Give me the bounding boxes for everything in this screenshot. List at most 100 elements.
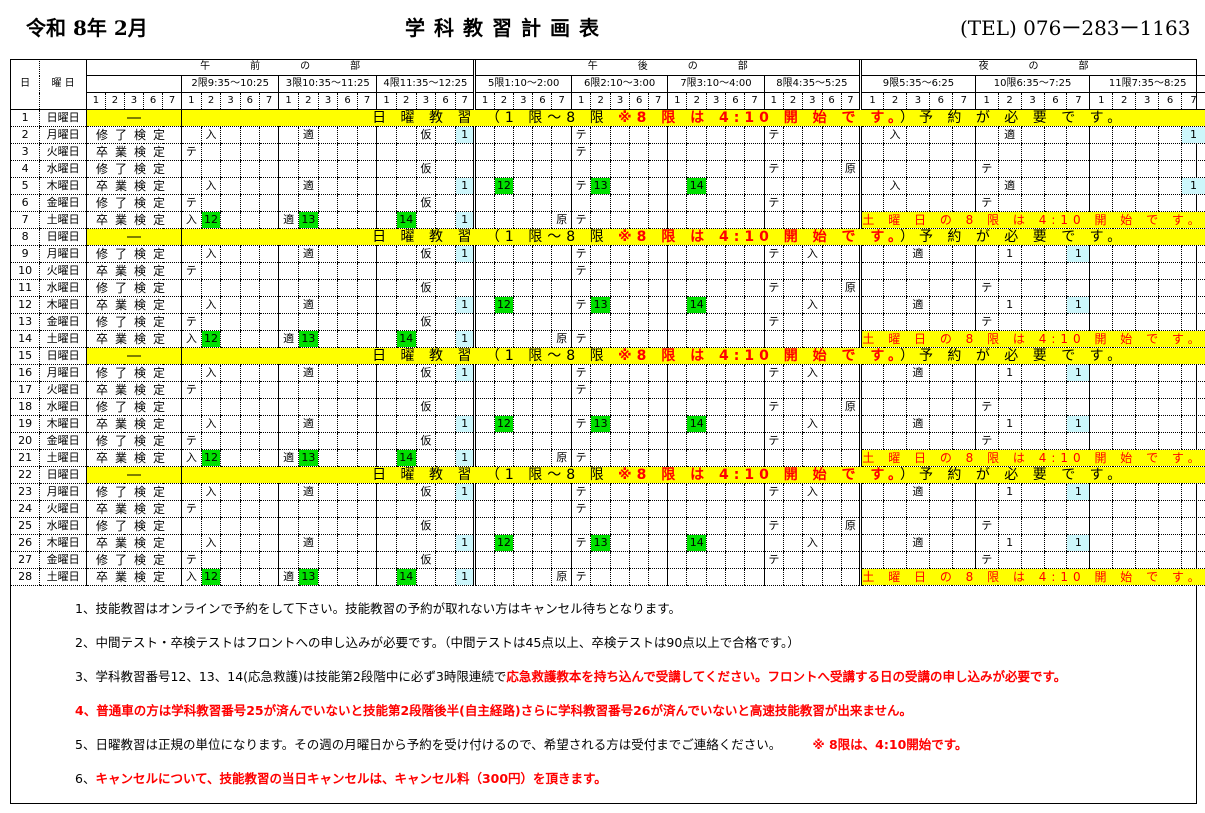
class-slot[interactable]: テ [974,551,999,569]
empty-slot[interactable] [297,262,319,280]
empty-slot[interactable] [513,330,533,348]
class-slot[interactable]: 13 [297,211,319,229]
empty-slot[interactable] [239,398,260,416]
empty-slot[interactable] [1158,415,1182,433]
empty-slot[interactable] [220,160,241,178]
empty-slot[interactable] [1181,194,1205,212]
empty-slot[interactable] [1158,143,1182,161]
empty-slot[interactable] [1181,415,1205,433]
empty-slot[interactable] [686,551,707,569]
empty-slot[interactable] [1020,364,1044,382]
empty-slot[interactable] [744,551,765,569]
class-slot[interactable]: 13 [297,568,319,586]
class-slot[interactable]: テ [763,313,784,331]
empty-slot[interactable] [802,517,823,535]
empty-slot[interactable] [951,364,976,382]
empty-slot[interactable] [356,415,377,433]
empty-slot[interactable] [667,194,687,212]
class-slot[interactable]: 適 [905,245,930,263]
class-slot[interactable]: 入 [802,415,823,433]
class-slot[interactable]: 12 [493,177,514,195]
empty-slot[interactable] [513,296,533,314]
empty-slot[interactable] [1020,126,1044,144]
empty-slot[interactable] [337,313,358,331]
empty-slot[interactable] [473,483,495,501]
empty-slot[interactable] [821,364,842,382]
class-slot[interactable]: 仮 [415,398,436,416]
empty-slot[interactable] [763,415,784,433]
class-slot[interactable]: 適 [997,177,1022,195]
empty-slot[interactable] [395,500,417,518]
empty-slot[interactable] [648,262,668,280]
empty-slot[interactable] [1135,534,1159,552]
class-slot[interactable]: 適 [278,449,299,467]
empty-slot[interactable] [220,279,241,297]
empty-slot[interactable] [706,194,726,212]
class-slot[interactable]: 適 [297,245,319,263]
empty-slot[interactable] [395,398,417,416]
empty-slot[interactable] [744,517,765,535]
class-slot[interactable]: テ [763,364,784,382]
empty-slot[interactable] [551,279,572,297]
empty-slot[interactable] [840,449,861,467]
empty-slot[interactable] [1112,517,1136,535]
empty-slot[interactable] [473,500,495,518]
class-slot[interactable]: 1 [454,245,475,263]
empty-slot[interactable] [883,432,907,450]
empty-slot[interactable] [317,364,338,382]
empty-slot[interactable] [1020,296,1044,314]
empty-slot[interactable] [744,245,765,263]
empty-slot[interactable] [220,568,241,586]
empty-slot[interactable] [1089,381,1113,399]
empty-slot[interactable] [1181,398,1205,416]
empty-slot[interactable] [297,381,319,399]
class-slot[interactable]: テ [181,381,202,399]
empty-slot[interactable] [551,177,572,195]
empty-slot[interactable] [1181,160,1205,178]
empty-slot[interactable] [648,160,668,178]
empty-slot[interactable] [590,517,611,535]
class-slot[interactable]: 13 [590,177,611,195]
empty-slot[interactable] [783,432,803,450]
empty-slot[interactable] [667,211,687,229]
empty-slot[interactable] [220,517,241,535]
empty-slot[interactable] [648,398,668,416]
empty-slot[interactable] [239,126,260,144]
empty-slot[interactable] [648,211,668,229]
empty-slot[interactable] [532,398,552,416]
empty-slot[interactable] [570,432,591,450]
empty-slot[interactable] [744,313,765,331]
empty-slot[interactable] [667,296,687,314]
empty-slot[interactable] [493,143,514,161]
empty-slot[interactable] [435,500,456,518]
class-slot[interactable]: 適 [278,330,299,348]
empty-slot[interactable] [454,517,475,535]
empty-slot[interactable] [763,211,784,229]
empty-slot[interactable] [1020,381,1044,399]
empty-slot[interactable] [951,534,976,552]
empty-slot[interactable] [356,143,377,161]
empty-slot[interactable] [376,551,397,569]
empty-slot[interactable] [821,160,842,178]
empty-slot[interactable] [181,296,202,314]
empty-slot[interactable] [1135,279,1159,297]
class-slot[interactable]: 入 [200,483,221,501]
empty-slot[interactable] [667,245,687,263]
empty-slot[interactable] [376,534,397,552]
empty-slot[interactable] [763,330,784,348]
empty-slot[interactable] [435,534,456,552]
class-slot[interactable]: 1 [1066,534,1090,552]
empty-slot[interactable] [317,330,338,348]
empty-slot[interactable] [415,534,436,552]
empty-slot[interactable] [609,313,630,331]
empty-slot[interactable] [928,381,953,399]
empty-slot[interactable] [686,483,707,501]
empty-slot[interactable] [454,313,475,331]
empty-slot[interactable] [629,483,649,501]
empty-slot[interactable] [513,517,533,535]
empty-slot[interactable] [220,143,241,161]
empty-slot[interactable] [415,381,436,399]
empty-slot[interactable] [1135,551,1159,569]
empty-slot[interactable] [763,449,784,467]
empty-slot[interactable] [297,313,319,331]
